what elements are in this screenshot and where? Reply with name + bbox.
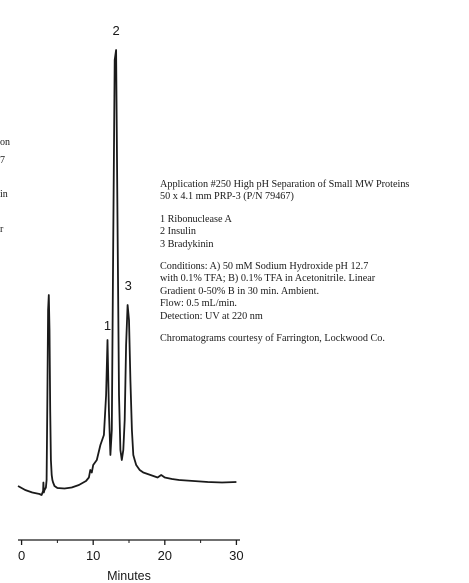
- x-axis-title: Minutes: [107, 569, 151, 583]
- peak-label-layer: 1 2 3: [104, 23, 132, 333]
- x-tick-label: 10: [86, 548, 100, 563]
- left-edge-fragment-3: in: [0, 189, 8, 200]
- left-edge-fragment-1: on: [0, 137, 10, 148]
- chromatogram-trace-1: [17, 49, 237, 496]
- conditions-line-3: Gradient 0-50% B in 30 min. Ambient.: [160, 285, 320, 297]
- trace-layer: [17, 49, 237, 496]
- left-edge-fragment-2: 7: [0, 155, 5, 166]
- detection: Detection: UV at 220 nm: [160, 310, 263, 322]
- x-tick-label: 0: [18, 548, 25, 563]
- credit-line: Chromatograms courtesy of Farrington, Lo…: [160, 333, 385, 345]
- peak-key-2: 2 Insulin: [160, 226, 196, 238]
- conditions-line-1: Conditions: A) 50 mM Sodium Hydroxide pH…: [160, 261, 369, 273]
- column-spec: 50 x 4.1 mm PRP-3 (P/N 79467): [160, 191, 294, 203]
- x-axis: 0 10 20 30 Minutes: [18, 539, 244, 583]
- x-tick-label: 20: [158, 548, 172, 563]
- conditions-line-2: with 0.1% TFA; B) 0.1% TFA in Acetonitri…: [160, 273, 376, 285]
- application-title: Application #250 High pH Separation of S…: [160, 179, 410, 190]
- application-info: Application #250 High pH Separation of S…: [160, 179, 466, 345]
- flow-rate: Flow: 0.5 mL/min.: [160, 298, 237, 310]
- peak-key-3: 3 Bradykinin: [160, 238, 214, 250]
- left-edge-fragment-4: r: [0, 224, 4, 235]
- peak-label-1: 1: [104, 318, 111, 333]
- peak-label-3: 3: [125, 278, 132, 293]
- x-tick-label: 30: [229, 548, 243, 563]
- peak-label-2: 2: [112, 23, 119, 38]
- peak-key-1: 1 Ribonuclease A: [160, 213, 232, 225]
